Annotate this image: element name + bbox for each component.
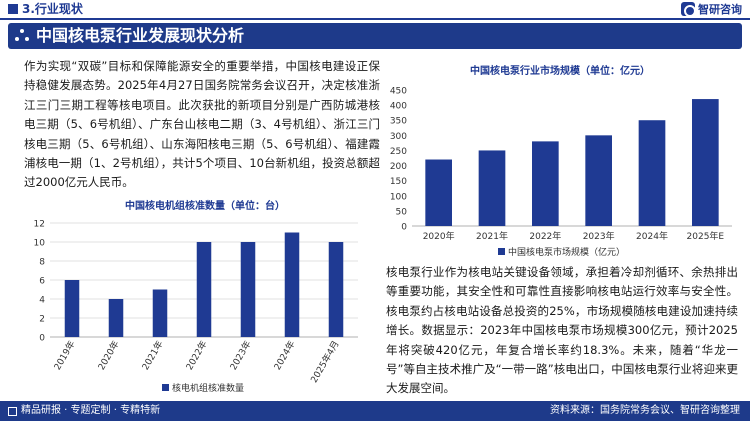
- bar: [240, 242, 256, 337]
- y-tick-label: 50: [396, 207, 408, 217]
- y-tick-label: 350: [390, 117, 407, 127]
- bar: [638, 120, 666, 226]
- y-tick-label: 300: [390, 132, 407, 142]
- bar: [152, 289, 168, 337]
- y-tick-label: 8: [39, 258, 45, 268]
- bar: [692, 99, 719, 226]
- x-tick-label: 2020年: [423, 230, 455, 242]
- bar: [284, 232, 300, 337]
- x-tick-label: 2022年: [183, 339, 209, 373]
- dots-icon: [15, 29, 29, 43]
- bar: [328, 242, 344, 337]
- legend: 中国核电泵市场规模（亿元）: [498, 246, 625, 258]
- top-header: 3.行业现状 智研咨询: [0, 0, 750, 20]
- y-tick-label: 0: [39, 334, 45, 344]
- y-tick-label: 200: [390, 162, 407, 172]
- bar: [108, 299, 124, 337]
- x-tick-label: 2023年: [583, 230, 615, 242]
- y-tick-label: 2: [39, 315, 45, 325]
- y-tick-label: 10: [34, 239, 46, 249]
- x-tick-label: 2025年E: [687, 230, 725, 242]
- legend-label: 中国核电泵市场规模（亿元）: [508, 246, 625, 258]
- report-icon: [8, 406, 17, 416]
- legend: 核电机组核准数量: [162, 382, 244, 394]
- analysis-paragraph: 核电泵行业作为核电站关键设备领域，承担着冷却剂循环、余热排出等重要功能，其安全性…: [386, 265, 738, 396]
- y-tick-label: 150: [390, 177, 407, 187]
- footer-tagline: 精品研报 · 专题定制 · 专精特新: [8, 404, 160, 418]
- x-tick-label: 2024年: [636, 230, 668, 242]
- x-tick-label: 2021年: [476, 230, 508, 242]
- market-chart-title: 中国核电泵行业市场规模（单位：亿元）: [470, 66, 650, 77]
- x-tick-label: 2021年: [139, 339, 165, 373]
- bar: [478, 150, 506, 226]
- y-tick-label: 12: [34, 220, 45, 230]
- y-tick-label: 4: [39, 296, 45, 306]
- header-divider: [0, 18, 750, 20]
- approval-chart-title: 中国核电机组核准数量（单位：台）: [125, 201, 285, 212]
- y-tick-label: 6: [39, 277, 45, 287]
- bar: [425, 159, 452, 226]
- y-tick-label: 0: [401, 223, 407, 233]
- x-tick-label: 2022年: [529, 230, 561, 242]
- bar: [532, 141, 559, 226]
- legend-label: 核电机组核准数量: [172, 382, 244, 394]
- page-title: 中国核电泵行业发展现状分析: [36, 26, 245, 45]
- brand-logo-icon: [681, 2, 696, 17]
- bar: [585, 135, 612, 226]
- market-size-chart: 0 50 100 150 200 250 300 350 400 450 2020年 2021年 202…: [390, 87, 732, 258]
- intro-paragraph: 作为实现“双碳”目标和保障能源安全的重要举措，中国核电建设正保持稳健发展态势。2…: [24, 59, 380, 190]
- section-title: 3.行业现状: [22, 2, 83, 16]
- title-banner: 中国核电泵行业发展现状分析: [8, 23, 742, 49]
- x-tick-label: 2024年: [271, 339, 297, 373]
- footer-tagline-text: 精品研报 · 专题定制 · 专精特新: [21, 405, 161, 416]
- y-tick-label: 450: [390, 87, 407, 97]
- section-marker: [8, 4, 18, 14]
- footer: 精品研报 · 专题定制 · 专精特新 资料来源：国务院常务会议、智研咨询整理: [0, 401, 750, 421]
- x-tick-label: 2020年: [95, 339, 121, 373]
- legend-swatch: [162, 384, 169, 391]
- x-tick-label: 2025年4月: [308, 339, 342, 385]
- brand-name: 智研咨询: [698, 3, 742, 16]
- y-tick-label: 400: [390, 102, 407, 112]
- y-tick-label: 250: [390, 147, 407, 157]
- y-tick-label: 100: [390, 192, 407, 202]
- unit-approvals-chart: 0 2 4 6 8 10 12 2019年 2020年 2021年 2022年 2023年 2024年 2…: [34, 220, 358, 394]
- bar: [64, 280, 80, 337]
- brand: 智研咨询: [681, 1, 742, 17]
- x-tick-label: 2023年: [227, 339, 253, 373]
- legend-swatch: [498, 248, 505, 255]
- footer-source: 资料来源：国务院常务会议、智研咨询整理: [550, 405, 740, 416]
- bar: [196, 242, 212, 337]
- x-tick-label: 2019年: [51, 339, 77, 373]
